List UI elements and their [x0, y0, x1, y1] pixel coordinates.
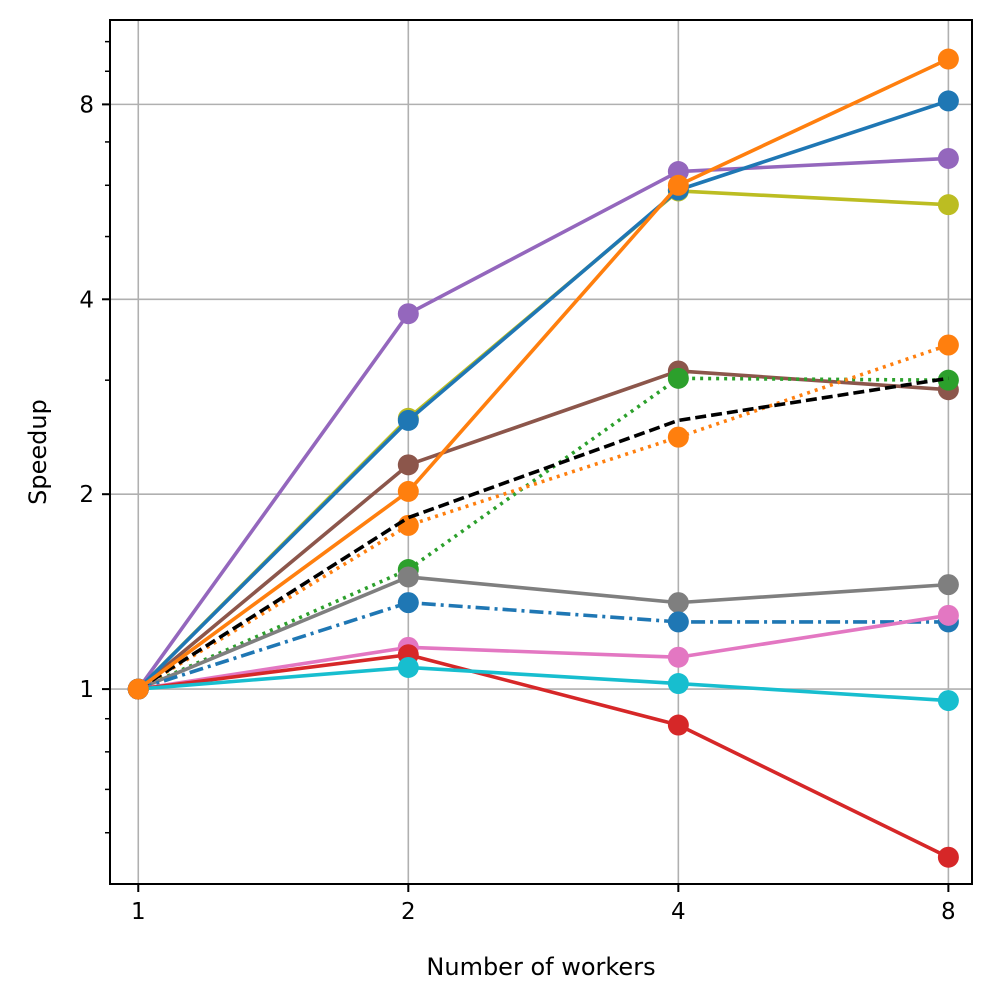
- y-axis-label: Speedup: [24, 399, 52, 505]
- data-point: [667, 592, 689, 614]
- data-point: [667, 673, 689, 695]
- series-line: [137, 613, 949, 691]
- y-tick-label: 4: [79, 287, 94, 313]
- data-point: [397, 566, 419, 588]
- series-line: [137, 600, 949, 691]
- plot-frame: [109, 19, 973, 885]
- data-point: [667, 611, 689, 633]
- x-tick-label: 2: [401, 899, 416, 925]
- x-axis-label: Number of workers: [426, 953, 655, 981]
- data-point: [397, 592, 419, 614]
- data-point: [667, 367, 689, 389]
- data-point: [397, 514, 419, 536]
- y-tick-label: 2: [79, 482, 94, 508]
- data-point: [937, 48, 959, 70]
- data-point: [667, 646, 689, 668]
- data-point: [397, 454, 419, 476]
- data-point: [397, 480, 419, 502]
- data-point: [667, 714, 689, 736]
- x-tick-label: 8: [941, 899, 956, 925]
- series-line: [137, 57, 950, 691]
- series-9: [137, 376, 949, 691]
- series-line: [138, 652, 950, 859]
- series-line: [137, 99, 949, 691]
- data-point: [397, 656, 419, 678]
- data-point: [937, 604, 959, 626]
- x-tick-label: 1: [131, 899, 146, 925]
- data-point: [937, 147, 959, 169]
- series-line: [136, 156, 949, 691]
- data-point: [937, 369, 959, 391]
- series-12: [127, 48, 959, 700]
- data-point: [937, 90, 959, 112]
- data-point: [937, 574, 959, 596]
- data-point: [667, 426, 689, 448]
- data-point: [937, 846, 959, 868]
- data-point: [667, 174, 689, 196]
- data-point: [127, 678, 149, 700]
- series-lines: [127, 48, 959, 868]
- data-point: [937, 194, 959, 216]
- x-tick-label: 4: [671, 899, 686, 925]
- series-line: [137, 575, 949, 691]
- series-line: [137, 343, 949, 691]
- y-tick-label: 8: [79, 92, 94, 118]
- y-tick-label: 1: [79, 677, 94, 703]
- series-line: [137, 376, 949, 691]
- data-point: [937, 690, 959, 712]
- data-point: [397, 409, 419, 431]
- data-point: [937, 334, 959, 356]
- data-point: [397, 303, 419, 325]
- series-line: [138, 665, 949, 703]
- series-line: [137, 376, 949, 691]
